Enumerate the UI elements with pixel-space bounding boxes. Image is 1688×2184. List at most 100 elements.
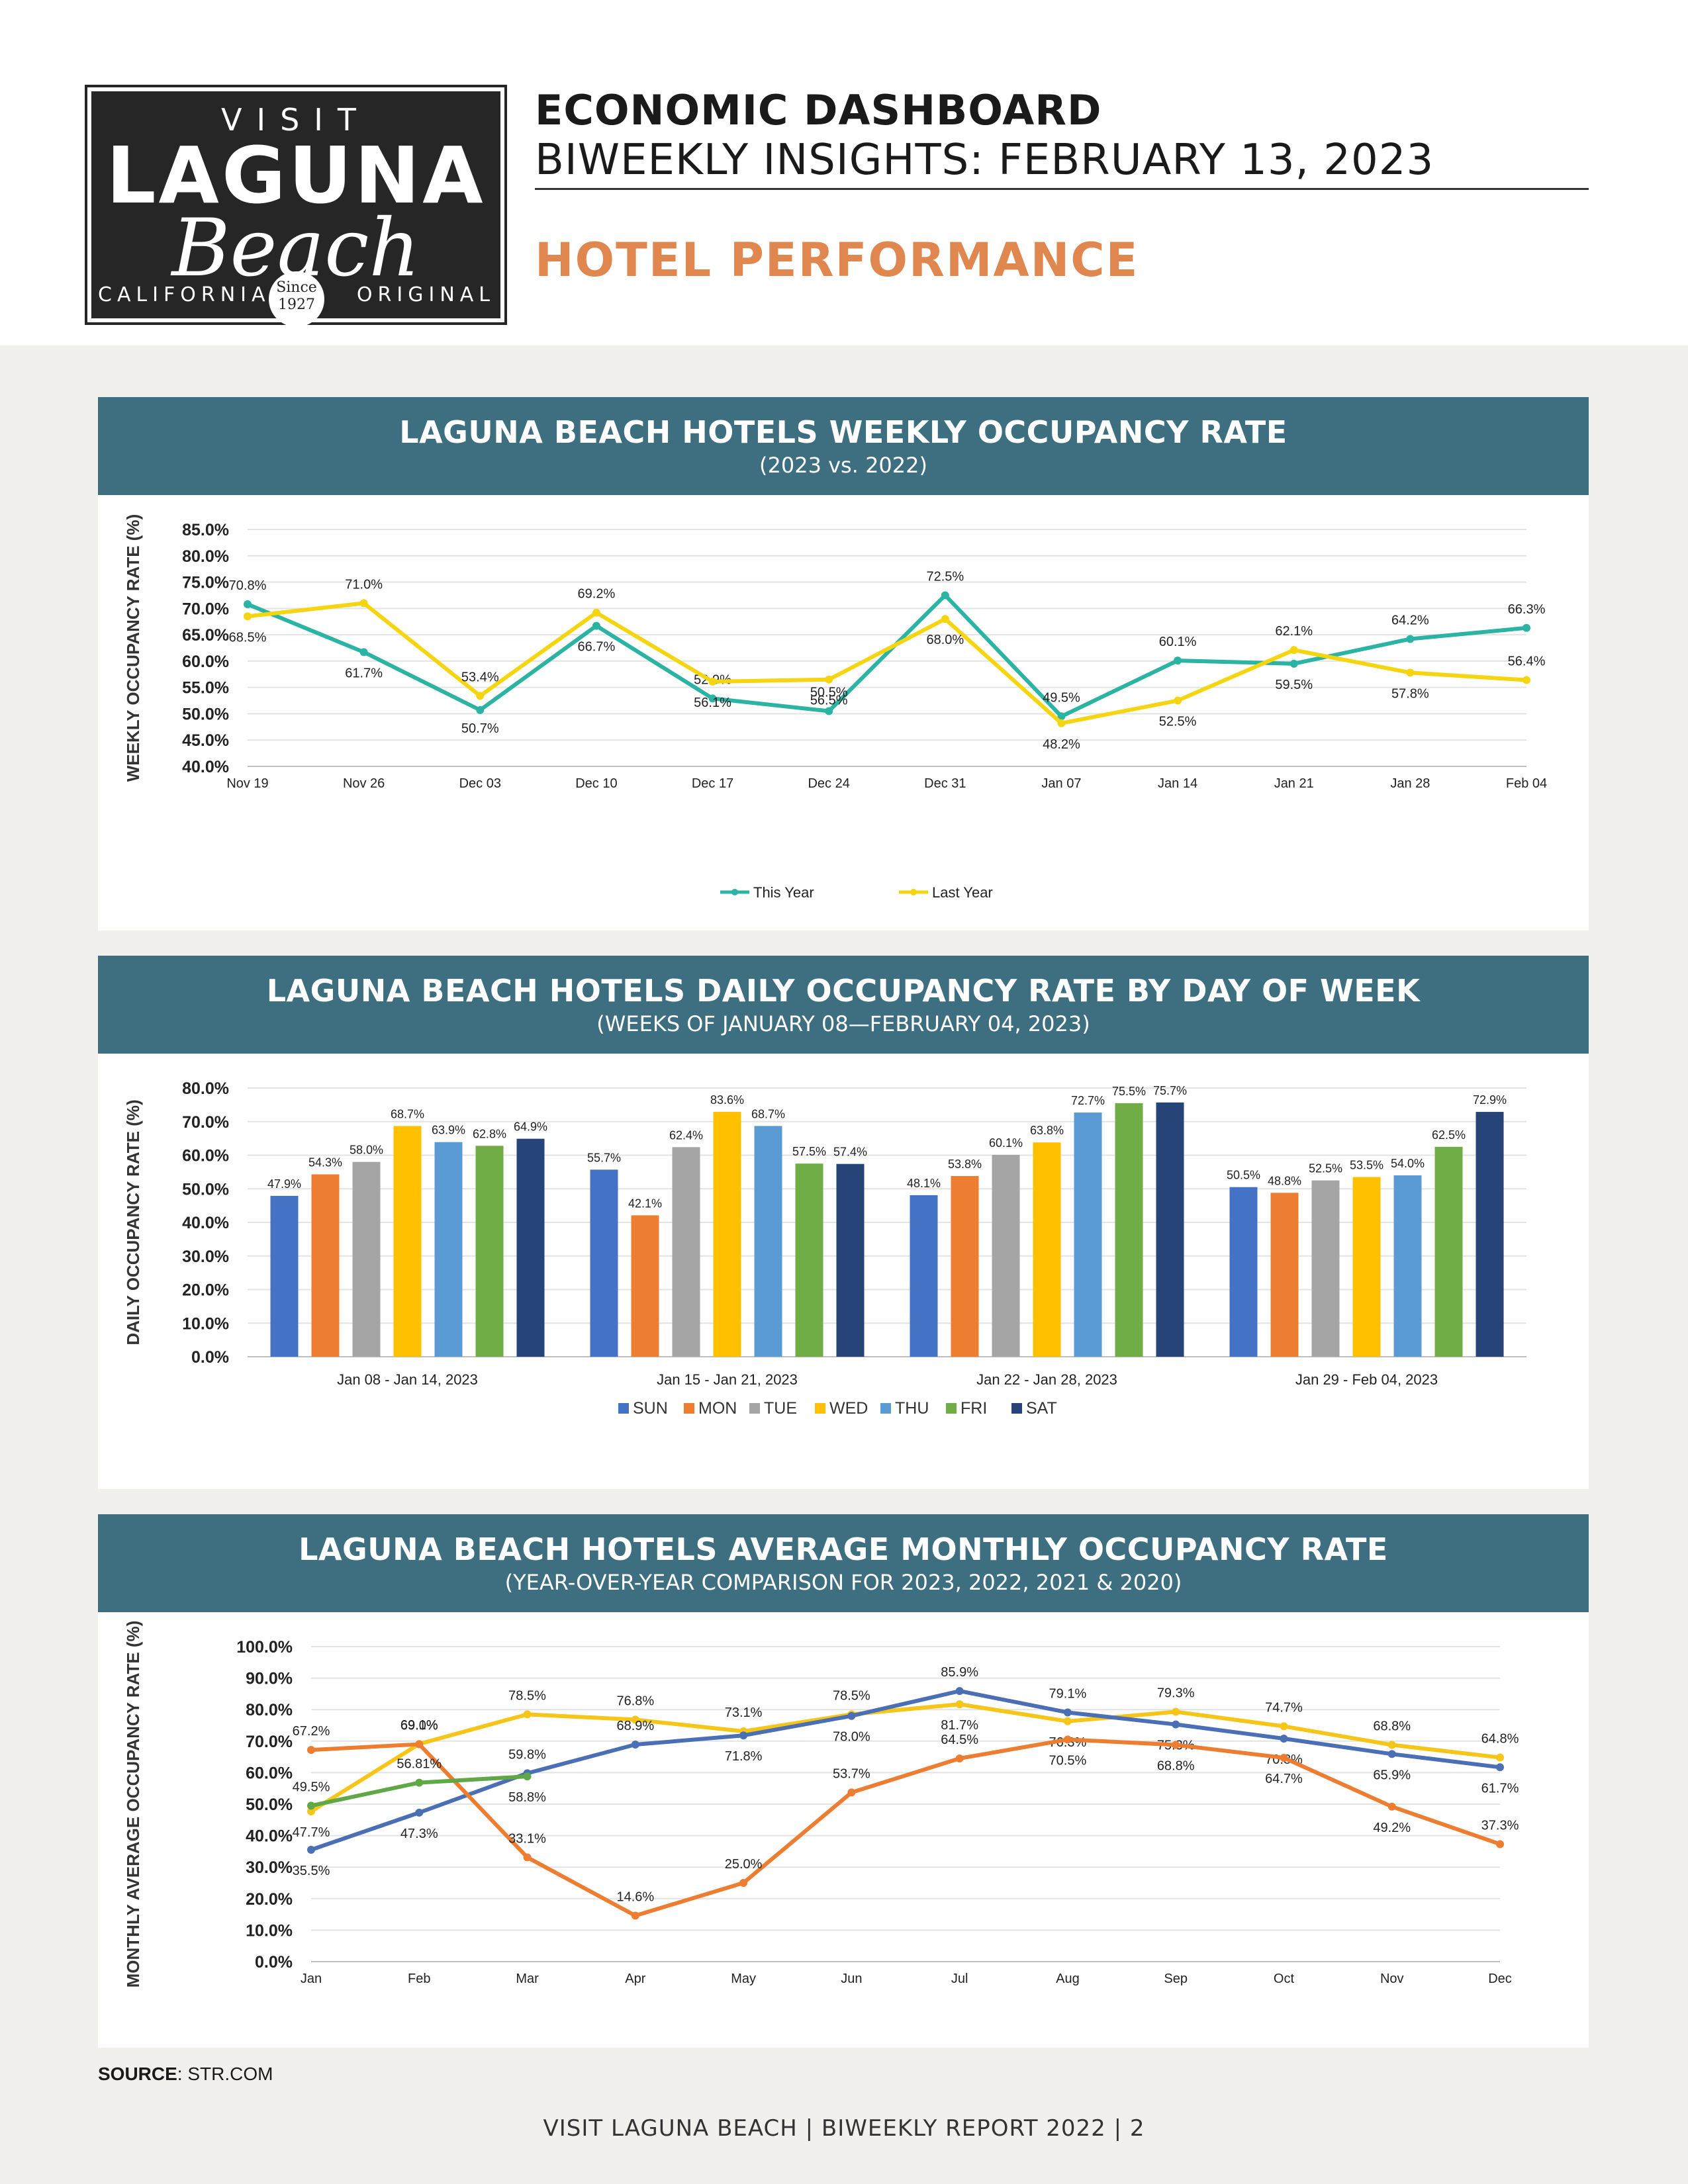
weekly-data-label: 56.1% <box>694 696 731 710</box>
daily-legend-label: MON <box>698 1399 737 1418</box>
weekly-data-label: 61.7% <box>345 666 383 680</box>
monthly-data-point <box>307 1846 315 1854</box>
daily-y-tick-label: 30.0% <box>182 1248 229 1266</box>
daily-bar-label: 53.5% <box>1350 1158 1383 1171</box>
weekly-data-point <box>1289 659 1298 668</box>
daily-bar <box>475 1146 504 1357</box>
monthly-data-point <box>1063 1717 1072 1725</box>
monthly-data-point <box>1063 1735 1072 1744</box>
weekly-data-point <box>708 677 717 686</box>
weekly-y-tick-label: 55.0% <box>182 679 229 698</box>
monthly-y-tick-label: 90.0% <box>246 1670 293 1688</box>
weekly-x-tick-label: Nov 26 <box>343 776 385 791</box>
daily-bar <box>1393 1175 1422 1357</box>
daily-bar <box>434 1142 463 1357</box>
weekly-occupancy-panel: LAGUNA BEACH HOTELS WEEKLY OCCUPANCY RAT… <box>98 397 1589 931</box>
weekly-y-tick-label: 70.0% <box>182 600 229 618</box>
monthly-data-point <box>1496 1753 1504 1762</box>
weekly-data-point <box>1523 676 1530 684</box>
weekly-y-tick-label: 65.0% <box>182 626 229 645</box>
monthly-data-point <box>415 1808 424 1817</box>
monthly-occupancy-panel: LAGUNA BEACH HOTELS AVERAGE MONTHLY OCCU… <box>98 1514 1589 2048</box>
monthly-data-point <box>955 1687 964 1696</box>
weekly-data-label: 66.3% <box>1508 602 1546 617</box>
weekly-x-tick-label: Jan 28 <box>1390 776 1430 791</box>
daily-bar-label: 62.4% <box>669 1128 703 1142</box>
daily-bar-label: 62.5% <box>1432 1128 1466 1142</box>
monthly-data-label: 47.7% <box>293 1825 330 1840</box>
daily-bar <box>1115 1103 1143 1357</box>
monthly-data-label: 76.8% <box>616 1694 654 1708</box>
daily-legend-swatch <box>1011 1403 1022 1414</box>
logo-original-text: ORIGINAL <box>356 283 495 306</box>
weekly-data-label: 69.2% <box>578 587 616 602</box>
monthly-x-tick-label: Dec <box>1488 1972 1512 1986</box>
weekly-data-label: 56.4% <box>1508 655 1546 669</box>
weekly-data-point <box>1057 719 1066 727</box>
weekly-data-point <box>1523 623 1530 632</box>
section-title: HOTEL PERFORMANCE <box>535 233 1139 287</box>
daily-x-tick-label: Jan 15 - Jan 21, 2023 <box>657 1371 798 1388</box>
daily-bar-label: 54.0% <box>1391 1157 1425 1170</box>
daily-bar <box>1476 1112 1504 1357</box>
monthly-data-label: 69.1% <box>400 1718 438 1733</box>
daily-bar-label: 57.4% <box>833 1146 867 1159</box>
monthly-data-label: 78.0% <box>833 1730 870 1745</box>
weekly-data-label: 60.1% <box>1159 635 1197 649</box>
weekly-data-point <box>244 612 252 621</box>
weekly-data-point <box>825 707 833 715</box>
daily-y-tick-label: 80.0% <box>182 1079 229 1098</box>
monthly-data-label: 14.6% <box>616 1890 654 1905</box>
monthly-x-tick-label: May <box>731 1972 756 1986</box>
monthly-data-label: 53.7% <box>833 1766 870 1781</box>
weekly-data-label: 53.4% <box>461 670 499 684</box>
monthly-x-tick-label: Jan <box>301 1972 322 1986</box>
monthly-x-tick-label: Aug <box>1056 1972 1080 1986</box>
monthly-series-line <box>310 1689 1501 1852</box>
daily-bar-label: 57.5% <box>792 1145 826 1158</box>
daily-bar <box>1270 1193 1299 1357</box>
weekly-x-tick-label: Nov 19 <box>226 776 268 791</box>
monthly-data-point <box>523 1772 532 1781</box>
title-divider <box>535 188 1589 190</box>
weekly-data-point <box>1406 635 1415 643</box>
weekly-data-label: 56.5% <box>810 694 848 708</box>
logo-since-text: Since <box>276 279 317 296</box>
daily-legend-swatch <box>749 1403 760 1414</box>
logo-year-text: 1927 <box>278 296 315 313</box>
daily-bar <box>672 1147 700 1357</box>
daily-bar <box>1311 1180 1340 1357</box>
daily-bar-label: 53.8% <box>948 1158 982 1171</box>
daily-bar-label: 48.8% <box>1268 1174 1301 1187</box>
weekly-data-point <box>476 705 485 714</box>
monthly-data-point <box>1280 1734 1288 1743</box>
monthly-data-point <box>631 1715 639 1724</box>
weekly-y-tick-label: 60.0% <box>182 653 229 671</box>
weekly-y-tick-label: 85.0% <box>182 521 229 539</box>
monthly-data-point <box>1496 1763 1504 1772</box>
daily-bar-label: 62.8% <box>473 1127 506 1140</box>
monthly-data-label: 70.5% <box>1049 1753 1087 1768</box>
page-footer: VISIT LAGUNA BEACH | BIWEEKLY REPORT 202… <box>543 2115 1145 2142</box>
daily-bar-label: 54.3% <box>308 1156 342 1169</box>
weekly-y-tick-label: 50.0% <box>182 705 229 723</box>
daily-bar <box>1229 1187 1258 1357</box>
daily-bar-label: 72.7% <box>1071 1094 1105 1107</box>
weekly-occupancy-header: LAGUNA BEACH HOTELS WEEKLY OCCUPANCY RAT… <box>98 397 1589 495</box>
daily-occupancy-header: LAGUNA BEACH HOTELS DAILY OCCUPANCY RATE… <box>98 956 1589 1054</box>
daily-legend-label: FRI <box>961 1399 987 1418</box>
daily-legend-label: THU <box>895 1399 929 1418</box>
daily-bar <box>754 1126 782 1357</box>
weekly-data-label: 64.2% <box>1391 613 1429 627</box>
monthly-data-label: 49.2% <box>1373 1821 1411 1835</box>
monthly-data-point <box>415 1740 424 1749</box>
monthly-data-point <box>1387 1750 1396 1758</box>
weekly-x-tick-label: Dec 10 <box>575 776 617 791</box>
weekly-data-label: 62.1% <box>1275 624 1313 639</box>
weekly-x-tick-label: Jan 21 <box>1274 776 1314 791</box>
monthly-data-label: 64.5% <box>941 1733 978 1747</box>
daily-bar <box>1352 1177 1381 1357</box>
weekly-x-tick-label: Jan 07 <box>1041 776 1081 791</box>
monthly-data-label: 79.3% <box>1157 1686 1195 1701</box>
monthly-data-label: 74.7% <box>1265 1700 1303 1715</box>
